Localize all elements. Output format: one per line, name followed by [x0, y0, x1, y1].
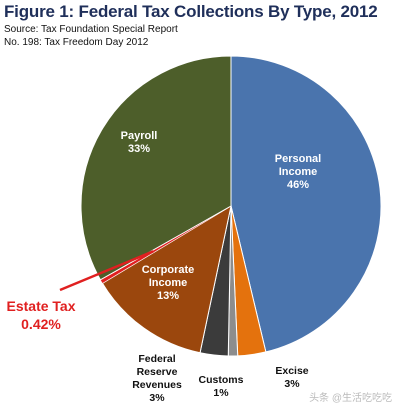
slice-label-estate-tax: Estate Tax 0.42%	[7, 298, 76, 332]
slice-value-customs: 1%	[213, 387, 229, 399]
estate-tax-leader-line	[59, 250, 154, 292]
chart-title: Figure 1: Federal Tax Collections By Typ…	[4, 2, 378, 21]
slice-name-line: Corporate	[142, 264, 195, 276]
slice-label-customs: Customs 1%	[199, 374, 244, 399]
pie-slice-personal-income	[230, 55, 382, 353]
slice-value-personal-income: 46%	[287, 179, 309, 191]
slice-name-line: Revenues	[132, 379, 182, 391]
chart-subtitle-line-1: Source: Tax Foundation Special Report	[4, 24, 178, 35]
slice-label-excise: Excise 3%	[275, 365, 308, 390]
slice-value-excise: 3%	[284, 378, 300, 390]
slice-value-federal-reserve-revenues: 3%	[149, 392, 165, 404]
slice-name-line: Personal	[275, 153, 321, 165]
slice-name-line: Excise	[275, 365, 308, 377]
slice-value-estate-tax: 0.42%	[21, 316, 61, 332]
slice-name-line: Income	[279, 166, 318, 178]
pie-slice-corporate-income	[101, 204, 232, 354]
slice-label-personal-income: Personal Income 46%	[275, 153, 321, 191]
slice-name-line: Estate Tax	[7, 298, 76, 314]
slice-label-federal-reserve-revenues: Federal Reserve Revenues 3%	[132, 353, 182, 404]
slice-label-payroll: Payroll 33%	[121, 130, 158, 155]
watermark: 头条 @生活吃吃吃	[309, 393, 392, 404]
slice-value-payroll: 33%	[128, 143, 150, 155]
slice-value-corporate-income: 13%	[157, 290, 179, 302]
slice-name-line: Customs	[199, 374, 244, 386]
chart-subtitle-line-2: No. 198: Tax Freedom Day 2012	[4, 37, 149, 48]
slice-name-line: Income	[149, 277, 188, 289]
pie-slice-payroll	[80, 55, 232, 281]
slice-label-corporate-income: Corporate Income 13%	[142, 264, 195, 302]
slice-name-line: Reserve	[137, 366, 178, 378]
slice-name-line: Federal	[138, 353, 175, 365]
slice-name-line: Payroll	[121, 130, 158, 142]
